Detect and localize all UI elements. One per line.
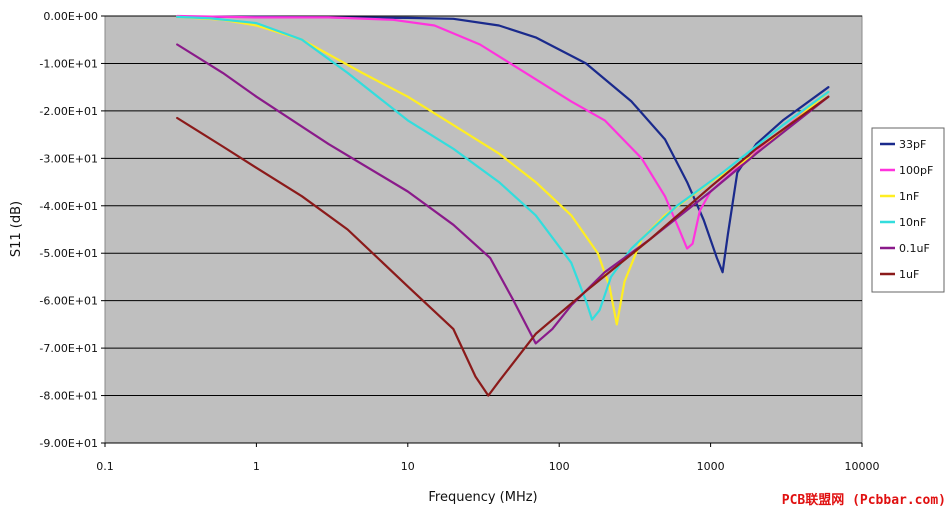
- legend: 33pF 100pF 1nF 10nF 0.1uF 1uF: [871, 127, 945, 293]
- series-lines: [176, 14, 830, 397]
- y-tick-label: -5.00E+01: [39, 247, 98, 260]
- y-tick-label: -9.00E+01: [39, 437, 98, 450]
- legend-label-01uf: 0.1uF: [899, 242, 930, 255]
- y-tick-label: -1.00E+01: [39, 57, 98, 70]
- y-tick-label: -6.00E+01: [39, 295, 98, 308]
- plot-area: [104, 15, 863, 444]
- x-tick-label: 100: [549, 460, 570, 473]
- legend-label-100pf: 100pF: [899, 164, 933, 177]
- legend-label-1uf: 1uF: [899, 268, 919, 281]
- y-tick-labels: 0.00E+00 -1.00E+01 -2.00E+01 -3.00E+01 -4.00…: [39, 10, 105, 450]
- x-tick-label: 0.1: [96, 460, 114, 473]
- x-tick-label: 10: [401, 460, 415, 473]
- y-tick-label: -2.00E+01: [39, 105, 98, 118]
- x-axis-title: Frequency (MHz): [428, 490, 537, 505]
- legend-label-10nf: 10nF: [899, 216, 926, 229]
- y-tick-label: -3.00E+01: [39, 152, 98, 165]
- x-tick-labels: 0.1 1 10 100 1000 10000: [96, 443, 880, 473]
- series-line-01uf: [176, 43, 830, 345]
- legend-label-1nf: 1nF: [899, 190, 919, 203]
- series-line-10nf: [176, 15, 830, 321]
- series-line-1uf: [176, 95, 830, 397]
- y-tick-label: -4.00E+01: [39, 200, 98, 213]
- legend-box: [871, 127, 945, 293]
- y-tick-label: -8.00E+01: [39, 390, 98, 403]
- watermark: PCB联盟网 (Pcbbar.com): [781, 493, 946, 508]
- x-tick-label: 10000: [845, 460, 880, 473]
- y-axis-title: S11 (dB): [9, 201, 24, 257]
- x-tick-label: 1000: [697, 460, 725, 473]
- y-tick-label: -7.00E+01: [39, 342, 98, 355]
- x-tick-label: 1: [253, 460, 260, 473]
- y-tick-label: 0.00E+00: [43, 10, 98, 23]
- series-line-33pf: [176, 15, 830, 274]
- legend-label-33pf: 33pF: [899, 138, 926, 151]
